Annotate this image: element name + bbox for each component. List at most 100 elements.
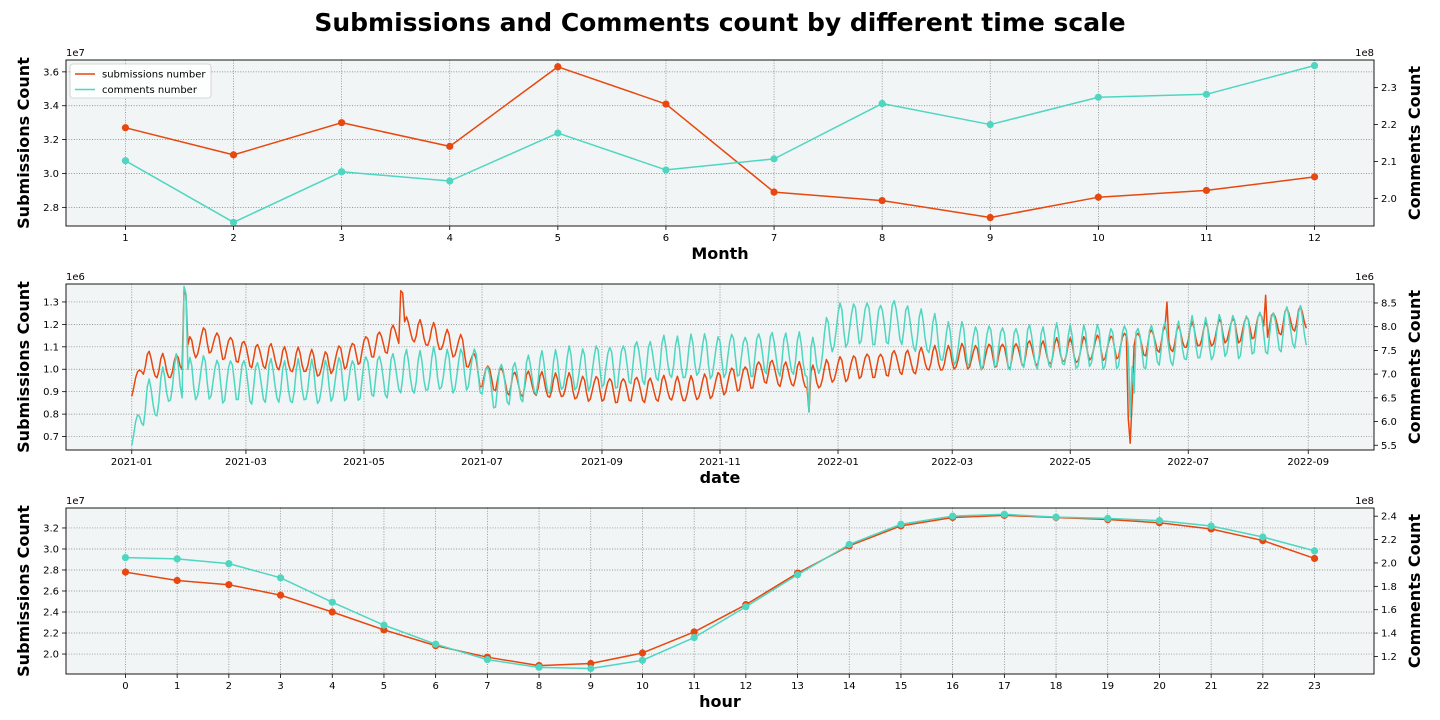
series-line-submissions [125,66,1315,219]
axes-frame-month [65,59,1375,227]
x-tick-label: 8 [879,233,885,244]
x-tick-label: 6 [663,233,669,244]
y-tick-label-right: 2.0 [1381,194,1397,205]
chart-panels: 1 2 3 4 5 6 7 8 9 10 11 122.83.03.23.43.62.02.12.22… [14,48,1424,711]
y-tick-label-left: 2.0 [43,650,59,661]
data-point-comments [1155,517,1164,525]
x-tick-label: 9 [588,681,594,692]
x-tick-label: 9 [987,233,993,244]
y-tick-label-right: 7.5 [1381,346,1397,357]
y-axis-label-right: Comments Count [1405,66,1424,221]
y-tick-label-left: 2.8 [43,565,59,576]
data-point-comments [897,520,905,528]
data-point-submissions [173,576,181,585]
data-point-comments [338,168,346,176]
x-axis-label: Month [691,244,748,263]
x-tick-label: 8 [536,681,542,692]
data-point-submissions [338,119,346,127]
y-tick-label-right: 8.5 [1381,298,1397,309]
x-tick-label: 4 [329,681,335,692]
x-tick-label: 15 [895,681,908,692]
series-line-comments [125,513,1315,670]
data-point-comments [742,603,750,611]
y-tick-label-left: 1.2 [43,320,59,331]
data-point-comments [535,663,543,671]
data-point-submissions [1202,186,1211,195]
y-axis-label-right: Comments Count [1405,514,1424,669]
data-point-comments [690,633,698,642]
data-point-submissions [638,649,647,657]
data-point-comments [276,574,285,582]
x-tick-label: 5 [555,233,561,244]
data-point-submissions [1310,554,1319,563]
plot-area-month [66,60,1374,226]
offset-label-right: 1e8 [1355,48,1374,59]
data-point-comments [554,129,562,137]
data-point-comments [121,157,130,165]
y-tick-label-right: 5.5 [1381,441,1397,452]
data-point-comments [1310,61,1319,70]
y-tick-label-left: 2.4 [43,608,59,619]
data-point-comments [1094,93,1102,101]
x-tick-label: 2022-07 [1167,457,1209,468]
x-tick-label: 2022-01 [817,457,859,468]
y-tick-label-right: 2.2 [1381,120,1397,131]
offset-label-left: 1e7 [66,496,85,507]
x-tick-label: 16 [946,681,959,692]
y-tick-label-left: 1.1 [43,342,59,353]
data-point-comments [446,177,454,185]
x-tick-label: 7 [771,233,777,244]
data-point-comments [1052,513,1060,521]
y-tick-label-left: 2.2 [43,629,59,640]
x-tick-label: 4 [447,233,453,244]
x-tick-label: 21 [1205,681,1218,692]
data-point-comments [121,553,130,562]
legend-box [69,63,212,99]
x-tick-label: 5 [381,681,387,692]
offset-label-right: 1e6 [1355,272,1374,283]
y-tick-label-right: 1.4 [1381,629,1397,640]
y-tick-label-left: 3.0 [43,544,59,555]
x-tick-label: 2021-09 [581,457,623,468]
data-point-submissions [328,608,336,616]
series-line-comments [125,64,1315,224]
y-tick-label-left: 0.8 [43,410,59,421]
y-tick-label-right: 2.1 [1381,157,1397,168]
y-tick-label-left: 1.0 [43,365,59,376]
series-line-submissions [131,289,1307,445]
data-point-comments [1202,90,1211,98]
x-tick-label: 11 [1200,233,1213,244]
panel-hour: 0 1 2 3 4 5 6 7 8 9 10 11 12 13 14 15 16 17 18 19 20 21 22 232.… [14,496,1424,711]
y-tick-label-left: 2.6 [43,587,59,598]
y-tick-label-left: 3.6 [43,67,59,78]
data-point-submissions [121,568,130,576]
y-tick-label-right: 6.0 [1381,417,1397,428]
data-point-comments [173,555,181,563]
data-layer-date [131,285,1308,446]
x-tick-label: 3 [277,681,283,692]
data-point-comments [483,656,491,664]
data-point-submissions [121,124,130,132]
y-tick-label-right: 1.6 [1381,605,1397,616]
data-point-comments [845,540,853,549]
x-tick-label: 3 [338,233,344,244]
y-tick-label-left: 3.2 [43,135,59,146]
x-tick-label: 0 [122,681,128,692]
y-axis-label-left: Submissions Count [14,281,33,453]
data-point-comments [986,120,994,129]
data-point-comments [1207,522,1215,530]
y-tick-label-left: 1.3 [43,297,59,308]
data-point-submissions [662,100,670,108]
x-tick-label: 2022-09 [1287,457,1329,468]
offset-label-right: 1e8 [1355,496,1374,507]
data-point-comments [1000,510,1008,518]
x-tick-label: 22 [1256,681,1269,692]
data-point-submissions [1094,193,1102,201]
y-axis-label-left: Submissions Count [14,57,33,229]
offset-label-left: 1e7 [66,48,85,59]
data-point-submissions [986,213,994,222]
data-point-comments [878,99,886,108]
y-tick-label-right: 1.2 [1381,652,1397,663]
data-point-comments [949,512,957,520]
x-tick-label: 18 [1050,681,1063,692]
